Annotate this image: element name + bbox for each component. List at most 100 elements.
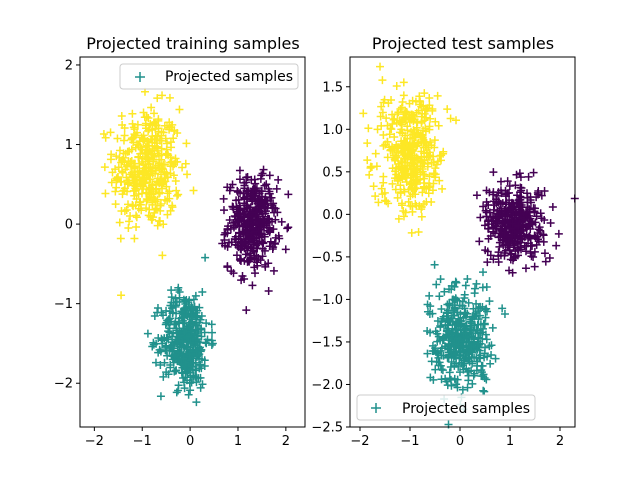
data-point (437, 375, 446, 384)
data-point (508, 230, 517, 239)
test-samples-panel: Projected test samples −2 −1 0 1 2 −2.5 −2.0 −1… (311, 34, 579, 449)
data-point (393, 110, 402, 118)
data-point (242, 187, 251, 196)
data-point (501, 190, 510, 199)
data-point (396, 181, 405, 190)
data-point (410, 160, 419, 169)
data-point (165, 93, 174, 102)
data-point (405, 99, 414, 108)
data-point (413, 139, 422, 148)
data-point (554, 229, 563, 238)
data-point (130, 162, 139, 171)
data-point (147, 215, 156, 224)
data-point (118, 120, 127, 129)
data-point (442, 327, 451, 336)
data-point (399, 78, 408, 87)
data-point (472, 311, 481, 320)
x-tick-label: −1 (133, 434, 152, 449)
data-point (511, 181, 520, 190)
data-point (149, 338, 158, 347)
data-point (379, 98, 388, 107)
data-point (412, 166, 421, 175)
data-point (539, 230, 548, 239)
data-point (552, 241, 561, 250)
data-point (232, 251, 241, 260)
data-point (463, 383, 472, 392)
data-point (218, 239, 227, 248)
axes-frame (349, 56, 576, 428)
y-tick-label: −1.0 (311, 293, 343, 308)
data-point (464, 376, 473, 385)
data-point (219, 206, 228, 215)
data-point (123, 180, 132, 189)
data-point (406, 192, 415, 201)
data-point (100, 163, 109, 172)
data-point (454, 340, 463, 349)
data-point (149, 189, 158, 198)
data-point (369, 182, 378, 191)
data-point (391, 167, 400, 176)
data-point (167, 342, 176, 351)
data-point (463, 274, 472, 283)
data-point (407, 127, 416, 136)
data-point (454, 314, 463, 323)
data-point (495, 238, 504, 247)
data-point (498, 304, 507, 313)
data-point (153, 221, 162, 230)
data-point (417, 203, 426, 212)
data-point (444, 309, 453, 318)
data-point (478, 283, 487, 292)
data-point (416, 161, 425, 170)
data-point (128, 109, 137, 118)
data-point (158, 251, 167, 260)
data-point (412, 123, 421, 132)
data-point (415, 92, 424, 101)
data-point (107, 178, 116, 187)
data-point (435, 292, 444, 301)
data-point (244, 257, 253, 266)
data-point (530, 247, 539, 256)
data-point (482, 375, 491, 384)
data-point (461, 281, 470, 290)
data-point (112, 174, 121, 183)
y-tick-label: 0.5 (322, 165, 343, 180)
data-point (187, 362, 196, 371)
data-point (421, 106, 430, 115)
data-point (379, 172, 388, 181)
data-point (156, 392, 165, 401)
data-point (450, 361, 459, 370)
data-point (195, 303, 204, 312)
data-point (377, 121, 386, 130)
data-point (464, 298, 473, 307)
data-point (128, 176, 137, 185)
data-point (458, 361, 467, 370)
data-point (382, 114, 391, 123)
data-point (219, 194, 228, 203)
data-point (436, 275, 445, 284)
data-point (157, 308, 166, 317)
data-point (167, 157, 176, 166)
data-point (174, 348, 183, 357)
data-point (153, 177, 162, 186)
data-point (524, 233, 533, 242)
data-point (133, 120, 142, 129)
data-point (486, 359, 495, 368)
data-point (434, 353, 443, 362)
x-tick-label: 0 (186, 434, 194, 449)
data-point (241, 250, 250, 259)
data-point (438, 184, 447, 193)
y-tick-label: 2 (65, 58, 73, 73)
data-point (126, 212, 135, 221)
data-point (179, 354, 188, 363)
data-point (374, 198, 383, 207)
data-point (172, 186, 181, 195)
data-point (525, 207, 534, 216)
data-point (517, 213, 526, 222)
data-point (252, 184, 261, 193)
data-point (277, 217, 286, 226)
data-point (169, 134, 178, 143)
data-point (164, 318, 173, 327)
data-point (164, 327, 173, 336)
data-point (453, 296, 462, 305)
data-point (518, 223, 527, 232)
